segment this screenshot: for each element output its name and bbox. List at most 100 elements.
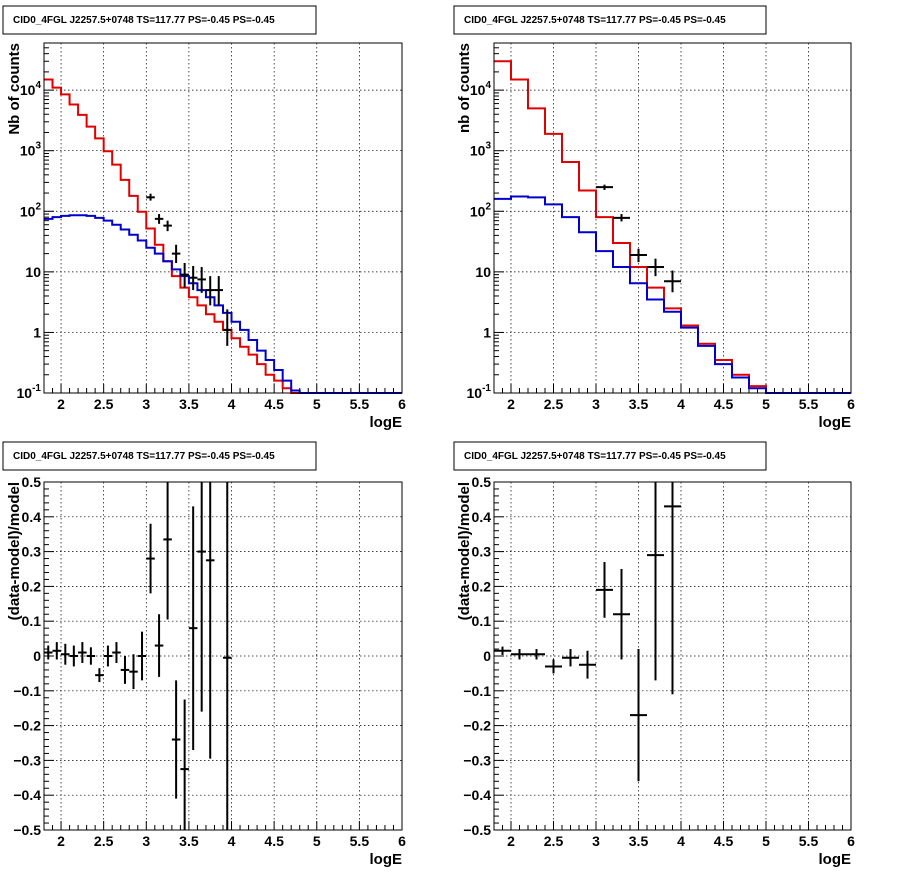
- y-tick-label: 0.1: [472, 613, 492, 629]
- x-tick-label: 2.5: [94, 833, 114, 849]
- x-tick-label: 2: [507, 833, 515, 849]
- data-point: [664, 270, 681, 293]
- x-axis-title: logE: [370, 414, 403, 431]
- x-tick-label: 4: [228, 833, 236, 849]
- y-tick-label: 0.3: [22, 544, 42, 560]
- data-point: [214, 276, 223, 306]
- x-tick-label: 2.5: [544, 396, 564, 412]
- chart-title: CID0_4FGL J2257.5+0748 TS=117.77 PS=-0.4…: [464, 15, 726, 26]
- y-tick-label: 10: [25, 264, 41, 280]
- chart-title-box: CID0_4FGL J2257.5+0748 TS=117.77 PS=-0.4…: [453, 441, 767, 471]
- y-tick-label: 104: [20, 80, 42, 98]
- y-tick-label: −0.4: [13, 787, 41, 803]
- y-tick-label: 102: [470, 201, 492, 219]
- x-tick-label: 6: [847, 833, 855, 849]
- y-tick-label: −0.2: [463, 718, 491, 734]
- data-point: [163, 220, 172, 232]
- y-tick-label: 104: [470, 80, 492, 98]
- chart-title-box: CID0_4FGL J2257.5+0748 TS=117.77 PS=-0.4…: [2, 5, 317, 35]
- x-tick-label: 3.5: [629, 833, 649, 849]
- y-tick-label: −0.2: [13, 718, 41, 734]
- x-tick-label: 5.5: [350, 833, 370, 849]
- x-axis-title: logE: [370, 851, 403, 868]
- y-tick-label: 102: [20, 201, 42, 219]
- x-tick-label: 5.5: [799, 833, 819, 849]
- data-point: [223, 309, 232, 346]
- y-axis-title: (data-model)/model: [6, 482, 23, 620]
- y-tick-label: 10: [475, 264, 491, 280]
- chart-title-frame: [453, 5, 767, 35]
- data-point: [171, 680, 181, 799]
- chart-title: CID0_4FGL J2257.5+0748 TS=117.77 PS=-0.4…: [464, 451, 726, 462]
- x-tick-label: 3: [142, 833, 150, 849]
- total-model-histogram: [44, 78, 402, 394]
- chart-panel-3: CID0_4FGL J2257.5+0748 TS=117.77 PS=-0.4…: [2, 441, 406, 868]
- y-tick-label: 103: [470, 141, 492, 159]
- x-axis-title: logE: [819, 851, 852, 868]
- data-point: [78, 642, 87, 663]
- x-tick-label: 2: [507, 396, 515, 412]
- chart-panel-4: CID0_4FGL J2257.5+0748 TS=117.77 PS=-0.4…: [453, 441, 855, 868]
- component-model-histogram: [44, 214, 402, 394]
- y-tick-label: 10-1: [17, 383, 42, 401]
- y-tick-label: 0: [33, 648, 41, 664]
- data-point: [129, 654, 138, 690]
- data-point: [163, 482, 172, 620]
- y-tick-label: 103: [20, 141, 42, 159]
- data-point: [613, 569, 630, 660]
- data-point: [197, 482, 206, 712]
- y-tick-label: −0.5: [463, 822, 491, 838]
- data-point: [112, 642, 121, 663]
- x-tick-label: 2: [57, 833, 65, 849]
- x-tick-label: 3.5: [179, 833, 199, 849]
- y-tick-label: −0.3: [463, 752, 491, 768]
- y-tick-label: 0.2: [472, 578, 492, 594]
- y-tick-label: 0.5: [22, 474, 42, 490]
- chart-title: CID0_4FGL J2257.5+0748 TS=117.77 PS=-0.4…: [13, 451, 275, 462]
- plot-frame: [43, 42, 403, 394]
- data-point: [95, 668, 104, 683]
- component-model-histogram: [494, 195, 851, 394]
- y-tick-label: 0.4: [472, 509, 492, 525]
- x-tick-label: 4.5: [714, 833, 734, 849]
- x-tick-label: 3.5: [629, 396, 649, 412]
- data-point: [647, 482, 664, 681]
- data-point: [154, 614, 164, 677]
- y-axis-title: (data-model)/model: [456, 482, 473, 620]
- x-tick-label: 5: [313, 833, 321, 849]
- plot-frame: [493, 481, 852, 831]
- data-point: [146, 193, 155, 201]
- data-point: [223, 482, 232, 830]
- y-tick-label: −0.4: [463, 787, 491, 803]
- data-point: [180, 699, 189, 830]
- data-point: [188, 506, 198, 750]
- x-tick-label: 6: [398, 833, 406, 849]
- x-tick-label: 4.5: [264, 833, 284, 849]
- y-tick-label: −0.5: [13, 822, 41, 838]
- data-point: [494, 646, 511, 655]
- y-tick-label: 0.3: [472, 544, 492, 560]
- y-tick-label: 0.5: [472, 474, 492, 490]
- y-tick-label: 0.2: [22, 578, 42, 594]
- data-point: [197, 267, 206, 293]
- data-point: [596, 562, 613, 618]
- x-tick-label: 5.5: [799, 396, 819, 412]
- x-tick-label: 3.5: [179, 396, 199, 412]
- y-tick-label: 1: [33, 324, 41, 340]
- chart-title-box: CID0_4FGL J2257.5+0748 TS=117.77 PS=-0.4…: [453, 5, 767, 35]
- x-axis-title: logE: [819, 414, 852, 431]
- data-point: [180, 263, 189, 288]
- x-tick-label: 4.5: [714, 396, 734, 412]
- data-point: [664, 482, 681, 695]
- chart-panel-1: CID0_4FGL J2257.5+0748 TS=117.77 PS=-0.4…: [2, 5, 406, 431]
- y-axis-title: Nb of counts: [6, 43, 23, 135]
- data-point: [86, 647, 96, 665]
- x-tick-label: 6: [847, 396, 855, 412]
- x-tick-label: 6: [398, 396, 406, 412]
- x-tick-label: 3: [592, 833, 600, 849]
- data-point: [630, 248, 647, 263]
- y-tick-label: 1: [483, 324, 491, 340]
- data-point: [205, 482, 215, 759]
- x-tick-label: 4: [677, 396, 685, 412]
- chart-title-frame: [2, 5, 317, 35]
